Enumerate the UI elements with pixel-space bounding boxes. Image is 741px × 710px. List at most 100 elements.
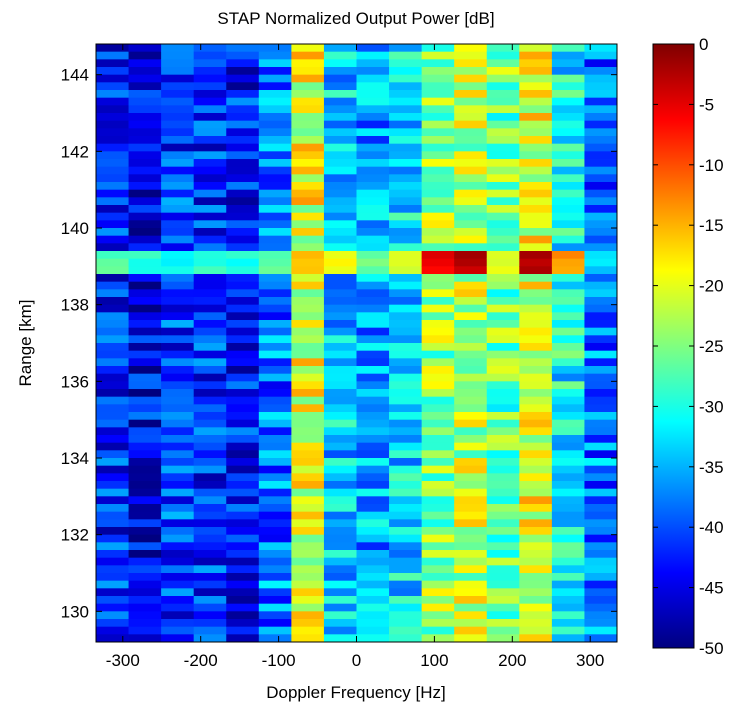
heatmap-cell bbox=[519, 580, 553, 589]
heatmap-cell bbox=[421, 304, 455, 313]
heatmap-cell bbox=[323, 504, 357, 513]
heatmap-cell bbox=[584, 258, 617, 267]
heatmap-cell bbox=[519, 228, 553, 237]
heatmap-cell bbox=[454, 312, 488, 321]
heatmap-cell bbox=[323, 435, 357, 444]
heatmap-cell bbox=[96, 619, 129, 628]
heatmap-cell bbox=[161, 358, 195, 367]
heatmap-cell bbox=[96, 228, 129, 237]
heatmap-cell bbox=[193, 350, 227, 359]
heatmap-cell bbox=[291, 166, 325, 175]
heatmap-cell bbox=[323, 143, 357, 152]
heatmap-cell bbox=[323, 550, 357, 559]
heatmap-cell bbox=[584, 205, 617, 214]
heatmap-cell bbox=[323, 619, 357, 628]
heatmap-cell bbox=[128, 573, 162, 582]
heatmap-cell bbox=[128, 136, 162, 145]
heatmap-cell bbox=[128, 74, 162, 83]
heatmap-cell bbox=[96, 573, 129, 582]
heatmap-cell bbox=[323, 327, 357, 336]
heatmap-cell bbox=[193, 212, 227, 221]
heatmap-cell bbox=[291, 151, 325, 160]
heatmap-cell bbox=[519, 143, 553, 152]
heatmap-cell bbox=[356, 588, 390, 597]
heatmap-cell bbox=[454, 481, 488, 490]
heatmap-cell bbox=[161, 373, 195, 382]
heatmap-cell bbox=[96, 350, 129, 359]
heatmap-cell bbox=[454, 373, 488, 382]
heatmap-cell bbox=[454, 212, 488, 221]
heatmap-cell bbox=[454, 596, 488, 605]
heatmap-cell bbox=[421, 504, 455, 513]
heatmap-cell bbox=[486, 550, 520, 559]
heatmap-cell bbox=[226, 212, 260, 221]
heatmap-cell bbox=[323, 381, 357, 390]
heatmap-cell bbox=[519, 159, 553, 168]
heatmap-cell bbox=[291, 228, 325, 237]
heatmap-cell bbox=[226, 67, 260, 76]
heatmap-cell bbox=[291, 343, 325, 352]
heatmap-cell bbox=[226, 435, 260, 444]
heatmap-cell bbox=[291, 212, 325, 221]
heatmap-cell bbox=[389, 534, 423, 543]
heatmap-cell bbox=[389, 197, 423, 206]
heatmap-cell bbox=[389, 580, 423, 589]
heatmap-cell bbox=[584, 120, 617, 129]
heatmap-cell bbox=[519, 120, 553, 129]
heatmap-cell bbox=[323, 220, 357, 229]
heatmap-cell bbox=[584, 550, 617, 559]
heatmap-cell bbox=[96, 396, 129, 405]
heatmap-cell bbox=[584, 542, 617, 551]
heatmap-cell bbox=[454, 442, 488, 451]
heatmap-cell bbox=[323, 473, 357, 482]
heatmap-cell bbox=[291, 465, 325, 474]
heatmap-cell bbox=[454, 458, 488, 467]
heatmap-cell bbox=[454, 266, 488, 275]
heatmap-cell bbox=[356, 312, 390, 321]
heatmap-cell bbox=[193, 504, 227, 513]
heatmap-cell bbox=[323, 450, 357, 459]
heatmap-cell bbox=[258, 327, 292, 336]
heatmap-cell bbox=[226, 197, 260, 206]
heatmap-cell bbox=[421, 565, 455, 574]
heatmap-cell bbox=[96, 634, 129, 642]
heatmap-cell bbox=[161, 450, 195, 459]
heatmap-cell bbox=[356, 557, 390, 566]
heatmap-cell bbox=[96, 343, 129, 352]
heatmap-cell bbox=[291, 59, 325, 68]
heatmap-cell bbox=[389, 366, 423, 375]
heatmap-cell bbox=[551, 427, 585, 436]
heatmap-cell bbox=[486, 120, 520, 129]
heatmap-cell bbox=[551, 74, 585, 83]
heatmap-cell bbox=[486, 634, 520, 642]
heatmap-cell bbox=[193, 228, 227, 237]
heatmap-cell bbox=[226, 235, 260, 244]
heatmap-cell bbox=[193, 373, 227, 382]
heatmap-cell bbox=[128, 97, 162, 106]
heatmap-cell bbox=[519, 251, 553, 260]
heatmap-cell bbox=[584, 251, 617, 260]
heatmap-cell bbox=[454, 189, 488, 198]
heatmap-cell bbox=[486, 289, 520, 298]
heatmap-cell bbox=[551, 312, 585, 321]
heatmap-cell bbox=[486, 235, 520, 244]
heatmap-cell bbox=[128, 59, 162, 68]
heatmap-cell bbox=[356, 573, 390, 582]
heatmap-cell bbox=[454, 450, 488, 459]
heatmap-cell bbox=[551, 59, 585, 68]
colorbar bbox=[652, 43, 695, 649]
heatmap-cell bbox=[486, 458, 520, 467]
heatmap-cell bbox=[323, 228, 357, 237]
heatmap-cell bbox=[161, 51, 195, 60]
heatmap-cell bbox=[128, 366, 162, 375]
heatmap-cell bbox=[161, 120, 195, 129]
heatmap-cell bbox=[128, 442, 162, 451]
heatmap-cell bbox=[226, 573, 260, 582]
heatmap-cell bbox=[519, 404, 553, 413]
heatmap-cell bbox=[389, 481, 423, 490]
heatmap-cell bbox=[389, 174, 423, 183]
heatmap-cell bbox=[161, 174, 195, 183]
heatmap-cell bbox=[193, 205, 227, 214]
heatmap-cell bbox=[291, 266, 325, 275]
heatmap-cell bbox=[291, 320, 325, 329]
